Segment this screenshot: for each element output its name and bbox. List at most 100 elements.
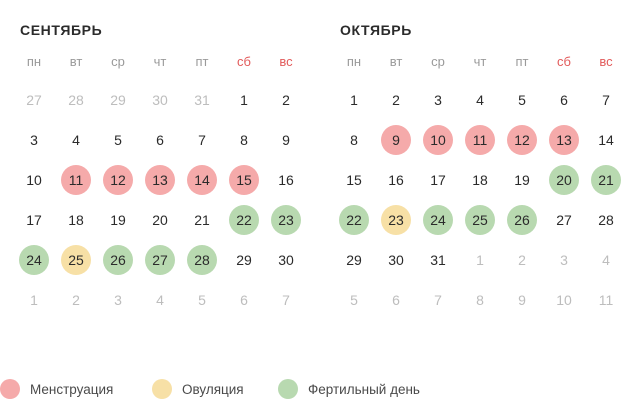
day-cell-other-month[interactable]: 11 [598, 292, 614, 308]
day-cell[interactable]: 6 [560, 92, 568, 108]
week-row: 27 28 29 30 31 1 2 [20, 85, 320, 115]
day-cell-menstruation[interactable]: 12 [507, 125, 537, 155]
day-cell-fertile[interactable]: 26 [103, 245, 133, 275]
day-cell[interactable]: 2 [392, 92, 400, 108]
day-cell[interactable]: 2 [282, 92, 290, 108]
weekday-label: вс [279, 53, 293, 69]
legend-item-ovulation: Овуляция [152, 379, 244, 399]
day-cell-other-month[interactable]: 30 [152, 92, 168, 108]
weekday-label: сб [237, 53, 251, 69]
day-cell-other-month[interactable]: 31 [194, 92, 210, 108]
day-cell-other-month[interactable]: 8 [476, 292, 484, 308]
day-cell-other-month[interactable]: 4 [602, 252, 610, 268]
day-cell-menstruation[interactable]: 13 [145, 165, 175, 195]
day-cell[interactable]: 20 [152, 212, 168, 228]
day-cell[interactable]: 30 [388, 252, 404, 268]
day-cell[interactable]: 15 [346, 172, 362, 188]
day-cell-other-month[interactable]: 2 [72, 292, 80, 308]
day-cell[interactable]: 8 [350, 132, 358, 148]
menstruation-dot-icon [0, 379, 20, 399]
day-cell-other-month[interactable]: 10 [556, 292, 572, 308]
day-cell[interactable]: 19 [514, 172, 530, 188]
day-cell[interactable]: 5 [518, 92, 526, 108]
day-cell-other-month[interactable]: 9 [518, 292, 526, 308]
weekday-label: вт [69, 53, 83, 69]
day-cell-fertile[interactable]: 25 [465, 205, 495, 235]
day-cell-other-month[interactable]: 27 [26, 92, 42, 108]
day-cell[interactable]: 1 [350, 92, 358, 108]
day-cell[interactable]: 5 [114, 132, 122, 148]
day-cell[interactable]: 29 [236, 252, 252, 268]
day-cell[interactable]: 16 [388, 172, 404, 188]
day-cell-fertile[interactable]: 22 [339, 205, 369, 235]
day-cell-ovulation[interactable]: 23 [381, 205, 411, 235]
day-cell[interactable]: 10 [26, 172, 42, 188]
day-cell[interactable]: 18 [68, 212, 84, 228]
day-cell-fertile[interactable]: 21 [591, 165, 621, 195]
day-cell[interactable]: 29 [346, 252, 362, 268]
day-cell[interactable]: 9 [282, 132, 290, 148]
week-row: 8 9 10 11 12 13 14 [340, 125, 640, 155]
day-cell-fertile[interactable]: 20 [549, 165, 579, 195]
day-cell[interactable]: 3 [434, 92, 442, 108]
day-cell-other-month[interactable]: 1 [30, 292, 38, 308]
day-cell-menstruation[interactable]: 11 [465, 125, 495, 155]
day-cell[interactable]: 3 [30, 132, 38, 148]
day-cell-other-month[interactable]: 1 [476, 252, 484, 268]
day-cell-fertile[interactable]: 26 [507, 205, 537, 235]
day-cell-other-month[interactable]: 6 [392, 292, 400, 308]
day-cell[interactable]: 30 [278, 252, 294, 268]
day-cell-other-month[interactable]: 28 [68, 92, 84, 108]
day-cell-fertile[interactable]: 28 [187, 245, 217, 275]
day-cell-other-month[interactable]: 5 [198, 292, 206, 308]
day-cell[interactable]: 14 [598, 132, 614, 148]
day-cell[interactable]: 17 [26, 212, 42, 228]
month-1: Октябрь пн вт ср чт пт сб вс 1 2 3 4 5 6 7 8 9 10 11 12 13 14… [339, 22, 640, 322]
day-cell[interactable]: 16 [278, 172, 294, 188]
day-cell-other-month[interactable]: 2 [518, 252, 526, 268]
day-cell[interactable]: 31 [430, 252, 446, 268]
legend-label: Овуляция [182, 381, 244, 397]
day-cell[interactable]: 4 [72, 132, 80, 148]
day-cell[interactable]: 17 [430, 172, 446, 188]
day-cell-other-month[interactable]: 7 [282, 292, 290, 308]
day-cell-other-month[interactable]: 4 [156, 292, 164, 308]
day-cell-other-month[interactable]: 7 [434, 292, 442, 308]
day-cell-other-month[interactable]: 5 [350, 292, 358, 308]
day-cell-other-month[interactable]: 3 [560, 252, 568, 268]
day-cell-menstruation[interactable]: 13 [549, 125, 579, 155]
day-cell-fertile[interactable]: 27 [145, 245, 175, 275]
day-cell[interactable]: 21 [194, 212, 210, 228]
day-cell-menstruation[interactable]: 15 [229, 165, 259, 195]
week-row: 3 4 5 6 7 8 9 [20, 125, 320, 155]
day-cell[interactable]: 19 [110, 212, 126, 228]
day-cell-menstruation[interactable]: 11 [61, 165, 91, 195]
week-row: 22 23 24 25 26 27 28 [339, 205, 640, 235]
day-cell-other-month[interactable]: 29 [110, 92, 126, 108]
day-cell[interactable]: 1 [240, 92, 248, 108]
day-cell[interactable]: 28 [598, 212, 614, 228]
day-cell[interactable]: 18 [472, 172, 488, 188]
day-cell-menstruation[interactable]: 9 [381, 125, 411, 155]
legend-item-fertile: Фертильный день [278, 379, 420, 399]
ovulation-dot-icon [152, 379, 172, 399]
day-cell[interactable]: 27 [556, 212, 572, 228]
day-cell-fertile[interactable]: 23 [271, 205, 301, 235]
weekday-label: пт [515, 53, 529, 69]
day-cell-menstruation[interactable]: 10 [423, 125, 453, 155]
weekday-label: пн [346, 53, 362, 69]
day-cell-fertile[interactable]: 24 [423, 205, 453, 235]
day-cell-menstruation[interactable]: 12 [103, 165, 133, 195]
day-cell-fertile[interactable]: 24 [19, 245, 49, 275]
day-cell[interactable]: 7 [198, 132, 206, 148]
day-cell[interactable]: 6 [156, 132, 164, 148]
day-cell-other-month[interactable]: 6 [240, 292, 248, 308]
day-cell-fertile[interactable]: 22 [229, 205, 259, 235]
day-cell[interactable]: 4 [476, 92, 484, 108]
day-cell-ovulation[interactable]: 25 [61, 245, 91, 275]
day-cell[interactable]: 8 [240, 132, 248, 148]
day-cell-other-month[interactable]: 3 [114, 292, 122, 308]
day-cell[interactable]: 7 [602, 92, 610, 108]
day-cell-menstruation[interactable]: 14 [187, 165, 217, 195]
week-row: 1 2 3 4 5 6 7 [340, 85, 640, 115]
